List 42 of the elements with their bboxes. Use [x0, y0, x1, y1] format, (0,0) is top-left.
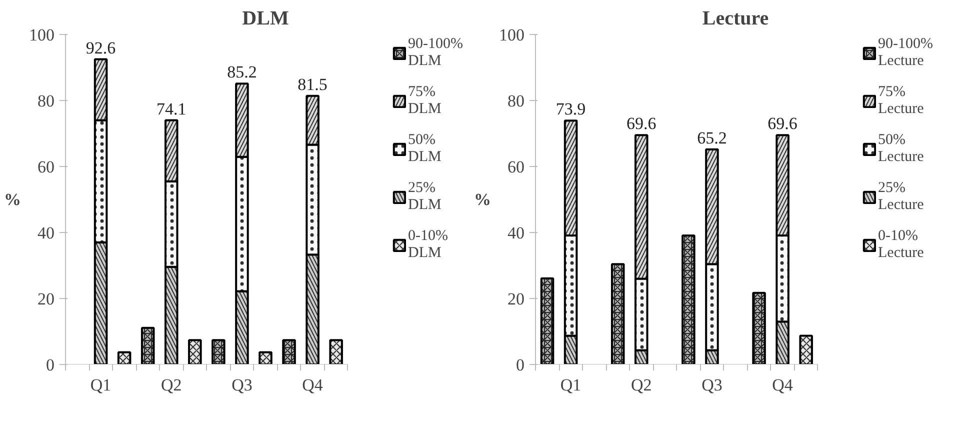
y-tick-label: 20 — [38, 290, 54, 308]
legend-label: 25% DLM — [408, 180, 442, 214]
legend-label: 90-100% DLM — [408, 36, 463, 70]
y-axis-title: % — [474, 190, 491, 209]
y-tick-label: 40 — [508, 224, 524, 242]
x-tick-label: Q2 — [160, 376, 182, 394]
y-tick-label: 60 — [38, 158, 54, 176]
y-tick-label: 100 — [29, 26, 54, 44]
x-tick-label: Q2 — [630, 376, 652, 394]
chart-title: DLM — [242, 8, 289, 30]
total-label: 81.5 — [298, 74, 328, 94]
legend-label: 90-100% Lecture — [878, 36, 933, 70]
legend-label: 50% Lecture — [878, 132, 924, 166]
legend-label: 75% DLM — [408, 84, 442, 118]
x-tick-label: Q4 — [772, 376, 794, 394]
y-axis-title: % — [4, 190, 21, 209]
y-tick-label: 0 — [46, 356, 54, 374]
total-label: 74.1 — [156, 99, 186, 118]
chart-title: Lecture — [702, 8, 769, 30]
y-tick-label: 40 — [38, 224, 54, 242]
total-label: 65.2 — [697, 128, 727, 148]
y-tick-label: 80 — [508, 92, 524, 110]
x-tick-label: Q4 — [302, 376, 324, 394]
y-tick-label: 0 — [516, 356, 524, 374]
legend-label: 0-10% DLM — [408, 228, 448, 262]
y-tick-label: 80 — [38, 92, 54, 110]
y-tick-label: 100 — [499, 26, 524, 44]
x-tick-label: Q1 — [560, 376, 582, 394]
total-label: 85.2 — [227, 62, 257, 82]
legend-label: 0-10% Lecture — [878, 228, 924, 262]
total-label: 69.6 — [626, 114, 656, 134]
total-label: 92.6 — [86, 38, 116, 58]
x-tick-label: Q1 — [90, 376, 112, 394]
y-tick-label: 60 — [508, 158, 524, 176]
x-tick-label: Q3 — [702, 376, 722, 394]
legend-label: 25% Lecture — [878, 180, 924, 214]
total-label: 69.6 — [768, 114, 798, 134]
y-tick-label: 20 — [508, 290, 524, 308]
total-label: 73.9 — [556, 100, 586, 119]
x-tick-label: Q3 — [232, 376, 252, 394]
legend-label: 75% Lecture — [878, 84, 924, 118]
legend-label: 50% DLM — [408, 132, 442, 166]
